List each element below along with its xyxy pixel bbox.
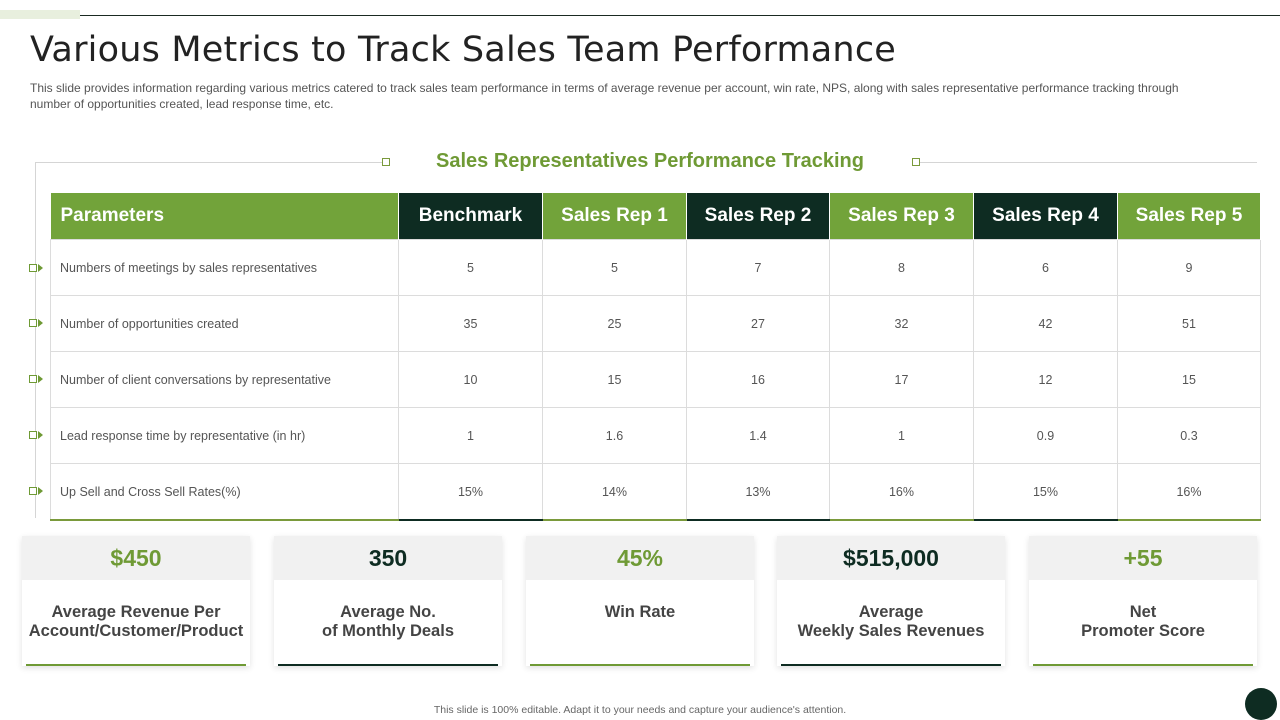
table-cell: 27 <box>686 295 830 352</box>
metric-label: Net Promoter Score <box>1081 603 1205 640</box>
metric-value: 350 <box>274 536 502 580</box>
row-bullet-icon <box>29 263 43 273</box>
table-cell: 35 <box>398 295 543 352</box>
column-header-sales-rep-2: Sales Rep 2 <box>686 193 830 240</box>
table-cell: 16% <box>829 463 974 521</box>
metric-value: 45% <box>526 536 754 580</box>
table-cell: 42 <box>973 295 1118 352</box>
row-parameter: Number of opportunities created <box>50 295 399 352</box>
table-cell: 15% <box>398 463 543 521</box>
table-row: Numbers of meetings by sales representat… <box>50 239 1261 296</box>
metric-card-nps: +55 Net Promoter Score <box>1029 536 1257 666</box>
metric-underline <box>1033 664 1253 666</box>
column-header-sales-rep-4: Sales Rep 4 <box>973 193 1118 240</box>
table-cell: 5 <box>542 239 687 296</box>
column-header-sales-rep-3: Sales Rep 3 <box>829 193 974 240</box>
table-cell: 32 <box>829 295 974 352</box>
table-cell: 7 <box>686 239 830 296</box>
table-cell: 16 <box>686 351 830 408</box>
table-cell: 17 <box>829 351 974 408</box>
frame-line-left <box>35 162 383 163</box>
table-cell: 1 <box>398 407 543 464</box>
table-row: Number of opportunities created 35 25 27… <box>50 295 1261 352</box>
table-row: Lead response time by representative (in… <box>50 407 1261 464</box>
frame-line-right <box>917 162 1257 163</box>
metric-value: +55 <box>1029 536 1257 580</box>
metric-value: $515,000 <box>777 536 1005 580</box>
table-cell: 1.6 <box>542 407 687 464</box>
metric-card-avg-revenue: $450 Average Revenue Per Account/Custome… <box>22 536 250 666</box>
table-cell: 16% <box>1117 463 1261 521</box>
row-bullet-icon <box>29 318 43 328</box>
row-parameter: Up Sell and Cross Sell Rates(%) <box>50 463 399 521</box>
table-cell: 13% <box>686 463 830 521</box>
section-title: Sales Representatives Performance Tracki… <box>436 150 864 172</box>
table-cell: 15% <box>973 463 1118 521</box>
table-row: Up Sell and Cross Sell Rates(%) 15% 14% … <box>50 463 1261 521</box>
performance-table: Parameters Benchmark Sales Rep 1 Sales R… <box>50 193 1261 521</box>
frame-line-vertical <box>35 162 36 518</box>
table-cell: 0.3 <box>1117 407 1261 464</box>
column-header-parameters: Parameters <box>50 193 399 240</box>
table-header-row: Parameters Benchmark Sales Rep 1 Sales R… <box>50 193 1261 240</box>
table-cell: 15 <box>1117 351 1261 408</box>
table-cell: 51 <box>1117 295 1261 352</box>
slide-subtitle: This slide provides information regardin… <box>30 81 1179 111</box>
row-bullet-icon <box>29 430 43 440</box>
metric-label: Average No. of Monthly Deals <box>321 603 454 640</box>
table-cell: 15 <box>542 351 687 408</box>
table-cell: 14% <box>542 463 687 521</box>
column-header-sales-rep-5: Sales Rep 5 <box>1117 193 1261 240</box>
row-bullet-icon <box>29 374 43 384</box>
metric-underline <box>26 664 246 666</box>
frame-square-icon <box>912 158 920 166</box>
table-cell: 9 <box>1117 239 1261 296</box>
metric-label: Win Rate <box>604 603 676 621</box>
metric-underline <box>530 664 750 666</box>
column-header-benchmark: Benchmark <box>398 193 543 240</box>
row-bullet-icon <box>29 486 43 496</box>
table-cell: 1 <box>829 407 974 464</box>
column-header-sales-rep-1: Sales Rep 1 <box>542 193 687 240</box>
metric-underline <box>278 664 498 666</box>
table-cell: 10 <box>398 351 543 408</box>
table-cell: 1.4 <box>686 407 830 464</box>
metric-card-monthly-deals: 350 Average No. of Monthly Deals <box>274 536 502 666</box>
row-parameter: Number of client conversations by repres… <box>50 351 399 408</box>
metric-label: Average Revenue Per Account/Customer/Pro… <box>28 603 244 640</box>
metric-label: Average Weekly Sales Revenues <box>797 603 985 640</box>
frame-square-icon <box>382 158 390 166</box>
top-accent-bar <box>0 10 80 19</box>
table-cell: 5 <box>398 239 543 296</box>
top-divider-line <box>80 15 1280 16</box>
corner-circle-decoration <box>1245 688 1277 720</box>
metric-card-win-rate: 45% Win Rate <box>526 536 754 666</box>
row-parameter: Numbers of meetings by sales representat… <box>50 239 399 296</box>
footer-note: This slide is 100% editable. Adapt it to… <box>433 704 847 716</box>
row-parameter: Lead response time by representative (in… <box>50 407 399 464</box>
metric-value: $450 <box>22 536 250 580</box>
table-cell: 0.9 <box>973 407 1118 464</box>
metric-underline <box>781 664 1001 666</box>
table-cell: 6 <box>973 239 1118 296</box>
table-row: Number of client conversations by repres… <box>50 351 1261 408</box>
table-cell: 25 <box>542 295 687 352</box>
table-cell: 8 <box>829 239 974 296</box>
slide-title: Various Metrics to Track Sales Team Perf… <box>30 30 896 70</box>
metric-card-weekly-revenue: $515,000 Average Weekly Sales Revenues <box>777 536 1005 666</box>
table-cell: 12 <box>973 351 1118 408</box>
